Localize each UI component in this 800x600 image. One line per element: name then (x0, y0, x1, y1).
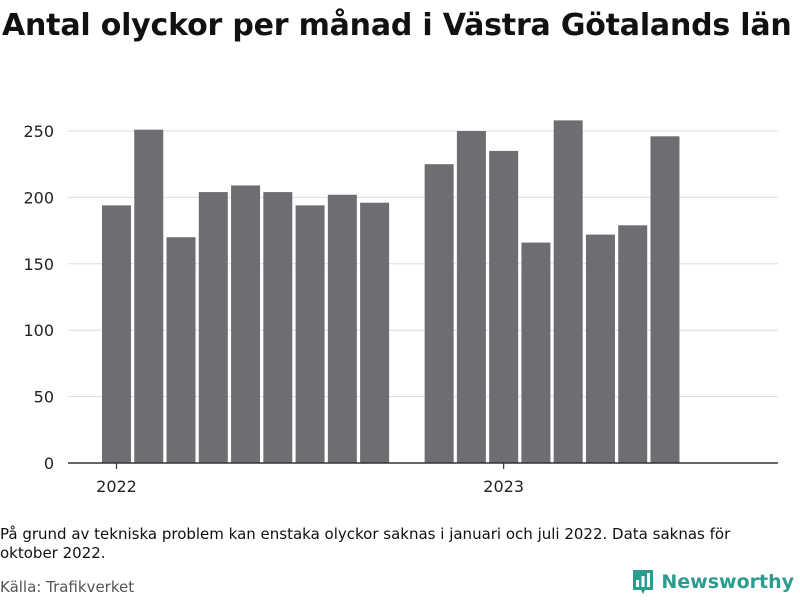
bar-2022-05 (231, 185, 261, 463)
bar-2022-01 (102, 205, 131, 464)
bar-2022-04 (198, 192, 228, 463)
y-tick-label: 50 (34, 388, 54, 407)
bar-2023-04 (585, 234, 615, 463)
bar-2023-03 (553, 120, 583, 463)
x-tick-label: 2022 (96, 477, 137, 496)
bar-2022-07 (295, 205, 325, 464)
y-tick-label: 150 (23, 255, 54, 274)
bar-2022-12 (456, 131, 486, 463)
y-tick-label: 100 (23, 321, 54, 340)
axes: 0 50 100 150 200 250 2022 2023 (23, 122, 778, 496)
bar-2022-02 (134, 129, 164, 463)
bars (102, 120, 680, 464)
bar-2022-08 (327, 194, 357, 463)
brand: Newsworthy (631, 568, 794, 596)
bar-chart: 0 50 100 150 200 250 2022 2023 (23, 120, 778, 496)
bar-2022-06 (263, 192, 293, 463)
footnote: På grund av tekniska problem kan enstaka… (0, 525, 731, 562)
bar-2022-03 (166, 237, 196, 463)
chart-title: Antal olyckor per månad i Västra Götalan… (2, 8, 792, 43)
bar-2022-09 (360, 202, 390, 463)
brand-name: Newsworthy (661, 571, 794, 593)
y-tick-label: 250 (23, 122, 54, 141)
bar-2023-02 (521, 242, 551, 463)
y-tick-label: 0 (44, 454, 54, 473)
x-tick-label: 2023 (483, 477, 524, 496)
bar-2023-01 (489, 150, 519, 464)
bar-chart-logo-icon (633, 570, 654, 594)
bar-2023-05 (618, 225, 648, 463)
bar-2022-11 (424, 164, 454, 463)
source-credit: Källa: Trafikverket (0, 578, 135, 596)
bar-2023-06 (650, 136, 680, 463)
y-tick-label: 200 (23, 188, 54, 207)
